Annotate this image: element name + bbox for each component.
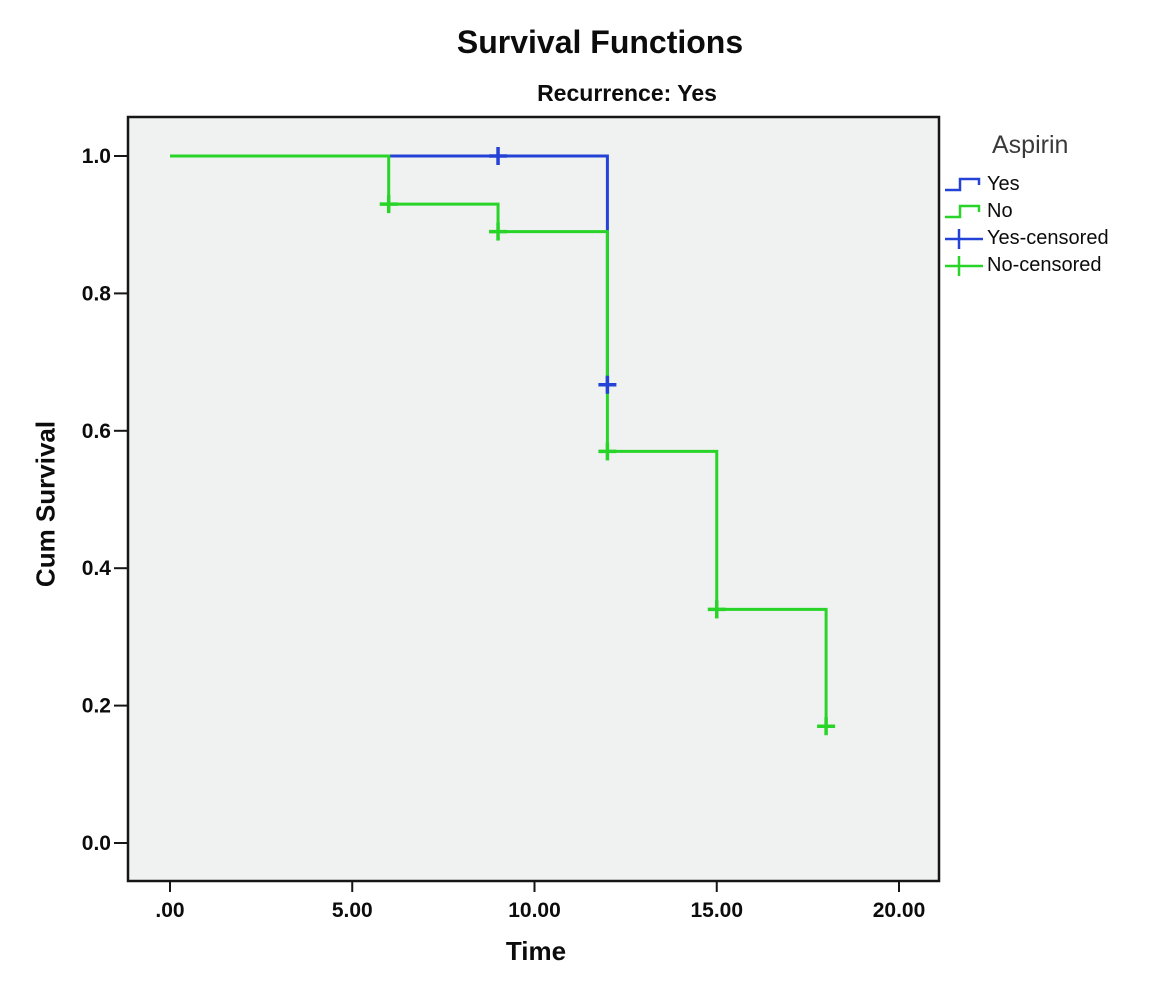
legend-step-shape (945, 177, 981, 191)
legend-censored-plus-icon (945, 255, 983, 276)
x-tick-label: 15.00 (690, 899, 743, 922)
x-tick-label: 5.00 (332, 899, 373, 922)
y-tick-label: 0.4 (82, 557, 112, 580)
x-tick-label: 20.00 (873, 899, 926, 922)
legend-item-yes-censored: Yes-censored (944, 225, 1109, 252)
legend-item-label: Yes (987, 173, 1020, 195)
legend-censored-plus-icon (945, 228, 983, 249)
y-tick-label: 0.2 (82, 695, 111, 718)
y-tick-label: 1.0 (82, 145, 111, 168)
legend-step-line-icon (945, 177, 981, 191)
x-tick-label: .00 (155, 899, 184, 922)
legend-item-no-censored: No-censored (944, 252, 1109, 279)
legend: Yes No Yes-censored No-censored (944, 171, 1109, 279)
chart-title: Survival Functions (456, 24, 744, 60)
series-line-no (170, 154, 828, 727)
legend-item-no: No (944, 198, 1109, 225)
y-axis-title: Cum Survival (30, 420, 61, 588)
y-tick-label: 0.0 (82, 832, 111, 855)
legend-step-shape (945, 204, 981, 218)
legend-item-label: No (987, 200, 1013, 222)
legend-title: Aspirin (992, 131, 1069, 159)
y-tick-label: 0.8 (82, 282, 112, 305)
legend-item-label: No-censored (987, 254, 1102, 276)
y-tick-label: 0.6 (82, 420, 111, 443)
legend-item-label: Yes-censored (987, 227, 1109, 249)
chart-subtitle: Recurrence: Yes (537, 80, 717, 106)
plot-area (126, 115, 941, 883)
legend-step-line-icon (945, 204, 981, 218)
x-axis-title: Time (505, 936, 567, 966)
x-tick-label: 10.00 (508, 899, 561, 922)
legend-item-yes: Yes (944, 171, 1109, 198)
